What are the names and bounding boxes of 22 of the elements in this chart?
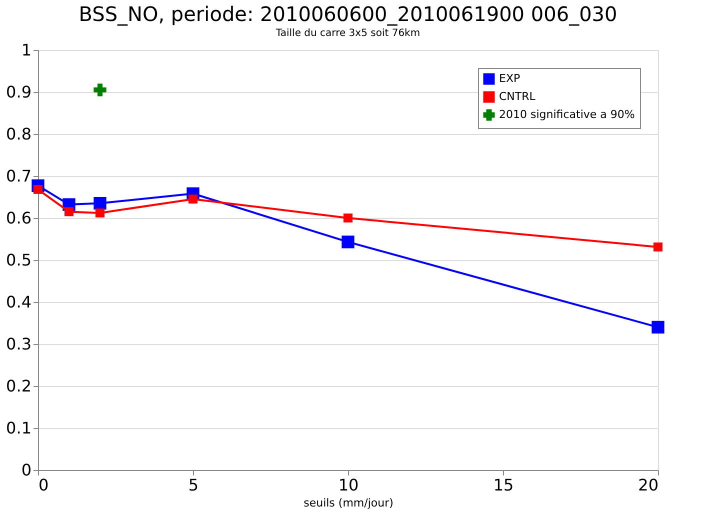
y-tick-label: 0.5 [6,250,32,270]
chart-title: BSS_NO, periode: 2010060600_2010061900 006_030 [78,2,618,26]
x-tick-label: 5 [188,476,199,494]
y-tick-label: 0 [21,460,32,480]
x-tick-label: 0 [38,476,49,494]
y-tick-label: 0.7 [6,166,32,186]
legend-label: CNTRL [499,90,536,103]
x-tick-label: 10 [338,476,359,494]
chart-subtitle: Taille du carre 3x5 soit 76km [274,28,420,39]
x-axis-title: seuils (mm/jour) [304,496,394,510]
y-tick-label: 0.9 [6,82,32,102]
x-tick-label: 20 [638,476,658,494]
y-tick-label: 0.4 [6,292,32,312]
x-tick-label: 15 [493,476,514,494]
y-tick-label: 0.6 [6,208,32,228]
y-tick-label: 1 [21,40,32,60]
legend-label: EXP [499,72,520,85]
y-tick-label: 0.3 [6,334,32,354]
y-tick-label: 0.1 [6,418,32,438]
legend-label: 2010 significative a 90% [499,108,635,121]
y-tick-label: 0.8 [6,124,32,144]
y-tick-label: 0.2 [6,376,32,396]
